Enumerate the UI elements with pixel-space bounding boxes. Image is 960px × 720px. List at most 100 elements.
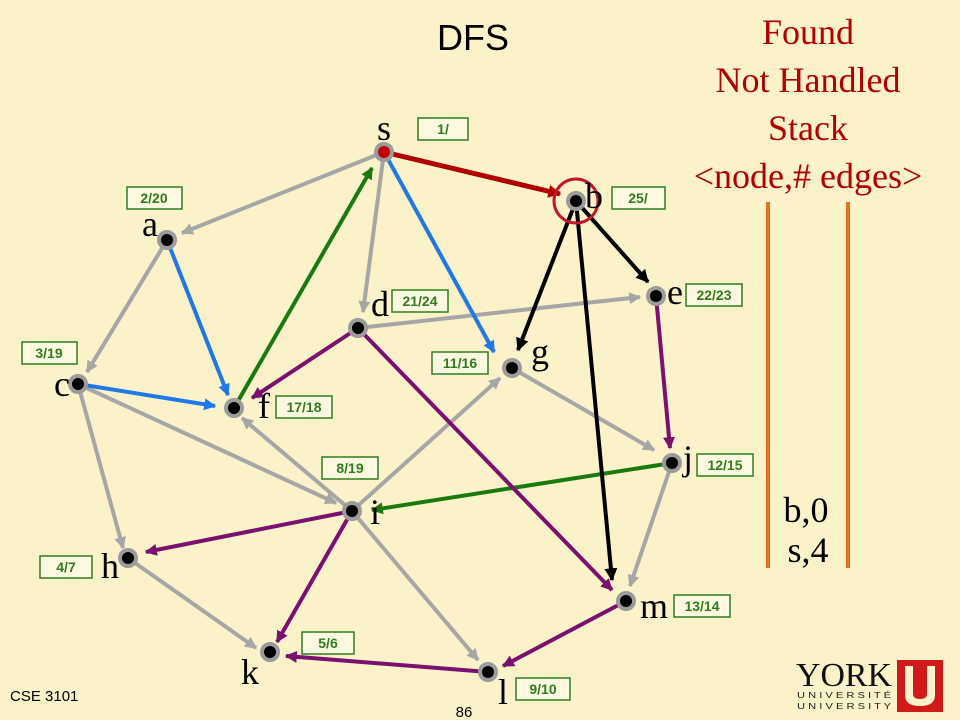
time-box-c: 3/19: [21, 341, 78, 365]
legend-found: Found: [762, 12, 854, 52]
time-box-f: 17/18: [275, 395, 333, 419]
edge-h-k: [126, 556, 258, 650]
node-l: [478, 662, 498, 682]
node-i: [342, 501, 362, 521]
node-j: [662, 453, 682, 473]
time-b: 25/: [628, 190, 648, 206]
time-box-i: 8/19: [321, 456, 379, 480]
node-s: [374, 142, 394, 162]
time-box-s: 1/: [417, 117, 469, 141]
label-b: b: [585, 176, 603, 216]
node-m: [616, 591, 636, 611]
node-h: [118, 548, 138, 568]
black-edges: [516, 199, 650, 582]
logo-york-word: YORK: [796, 657, 892, 694]
time-box-e: 22/23: [685, 283, 743, 307]
label-k: k: [241, 652, 259, 692]
edge-c-i: [77, 382, 338, 505]
page-number: 86: [456, 704, 473, 720]
current-node-ring: [552, 177, 600, 225]
label-g: g: [531, 332, 549, 372]
edge-a-f: [165, 239, 230, 397]
time-box-h: 4/7: [39, 555, 93, 579]
label-e: e: [667, 272, 683, 312]
stack-entry-top: b,0: [784, 490, 829, 530]
node-a: [157, 230, 177, 250]
course-code: CSE 3101: [10, 688, 78, 705]
edge-l-k: [284, 650, 489, 674]
label-f: f: [258, 386, 270, 426]
time-l: 9/10: [529, 681, 556, 697]
logo-university: U N I V E R S I T Y: [797, 702, 892, 711]
time-k: 5/6: [318, 635, 338, 651]
time-j: 12/15: [707, 457, 742, 473]
label-d: d: [371, 284, 389, 324]
edge-b-g: [516, 200, 578, 352]
time-d: 21/24: [402, 293, 437, 309]
time-box-l: 9/10: [515, 677, 571, 701]
time-c: 3/19: [35, 345, 62, 361]
node-d: [348, 318, 368, 338]
label-a: a: [142, 204, 158, 244]
edge-s-d: [358, 151, 386, 314]
time-box-j: 12/15: [696, 453, 754, 477]
blue-edges: [77, 151, 496, 411]
edge-m-l: [501, 599, 627, 668]
edge-i-f: [240, 416, 354, 513]
time-box-g: 11/16: [431, 351, 489, 375]
edge-i-g: [350, 376, 502, 513]
time-box-a: 2/20: [126, 186, 183, 210]
legend-node-edges: <node,# edges>: [694, 156, 923, 196]
graph-nodes: [68, 142, 682, 682]
gray-edges: [76, 150, 674, 662]
edge-g-j: [510, 366, 656, 452]
edge-d-e: [357, 292, 642, 330]
logo-universite: U N I V E R S I T É: [797, 691, 891, 700]
time-s: 1/: [437, 121, 449, 137]
node-labels: s a b c d e f g h i j k l m: [54, 108, 693, 712]
time-box-k: 5/6: [301, 631, 355, 655]
time-a: 2/20: [140, 190, 167, 206]
node-g: [502, 358, 522, 378]
legend-not-handled: Not Handled: [716, 60, 901, 100]
label-i: i: [370, 492, 380, 532]
time-i: 8/19: [336, 460, 363, 476]
time-box-m: 13/14: [673, 594, 731, 618]
time-e: 22/23: [696, 287, 731, 303]
time-m: 13/14: [684, 598, 719, 614]
label-j: j: [681, 438, 693, 478]
edge-e-j: [654, 295, 675, 450]
edge-c-f: [77, 382, 217, 411]
edge-a-c: [85, 238, 169, 374]
edge-b-e: [574, 199, 650, 284]
edge-i-k: [275, 510, 354, 644]
york-logo: YORK U N I V E R S I T É U N I V E R S I…: [796, 657, 943, 712]
label-l: l: [498, 672, 508, 712]
edge-s-a: [180, 150, 385, 235]
edge-s-g: [382, 151, 496, 354]
time-boxes: 1/ 2/20 25/ 3/19 21/24 22/23 17/18 11/1: [21, 117, 754, 701]
edge-i-l: [350, 509, 480, 662]
legend-stack: Stack: [768, 108, 848, 148]
node-c: [68, 374, 88, 394]
stack-entry-bottom: s,4: [787, 530, 828, 570]
edge-f-s: [232, 166, 374, 409]
label-m: m: [640, 586, 668, 626]
node-k: [260, 642, 280, 662]
purple-edges: [144, 295, 675, 674]
logo-u-mark: [897, 660, 943, 712]
time-box-d: 21/24: [391, 289, 449, 313]
edge-c-h: [76, 383, 126, 550]
node-e: [646, 286, 666, 306]
node-b: [566, 191, 586, 211]
label-c: c: [54, 364, 70, 404]
time-h: 4/7: [56, 559, 76, 575]
edge-d-f: [250, 326, 360, 400]
legend: Found Not Handled Stack <node,# edges>: [694, 12, 923, 196]
edge-d-m: [356, 326, 614, 592]
label-s: s: [377, 108, 391, 148]
edge-j-m: [627, 462, 674, 588]
time-box-b: 25/: [611, 186, 666, 210]
edge-i-h: [144, 509, 353, 556]
